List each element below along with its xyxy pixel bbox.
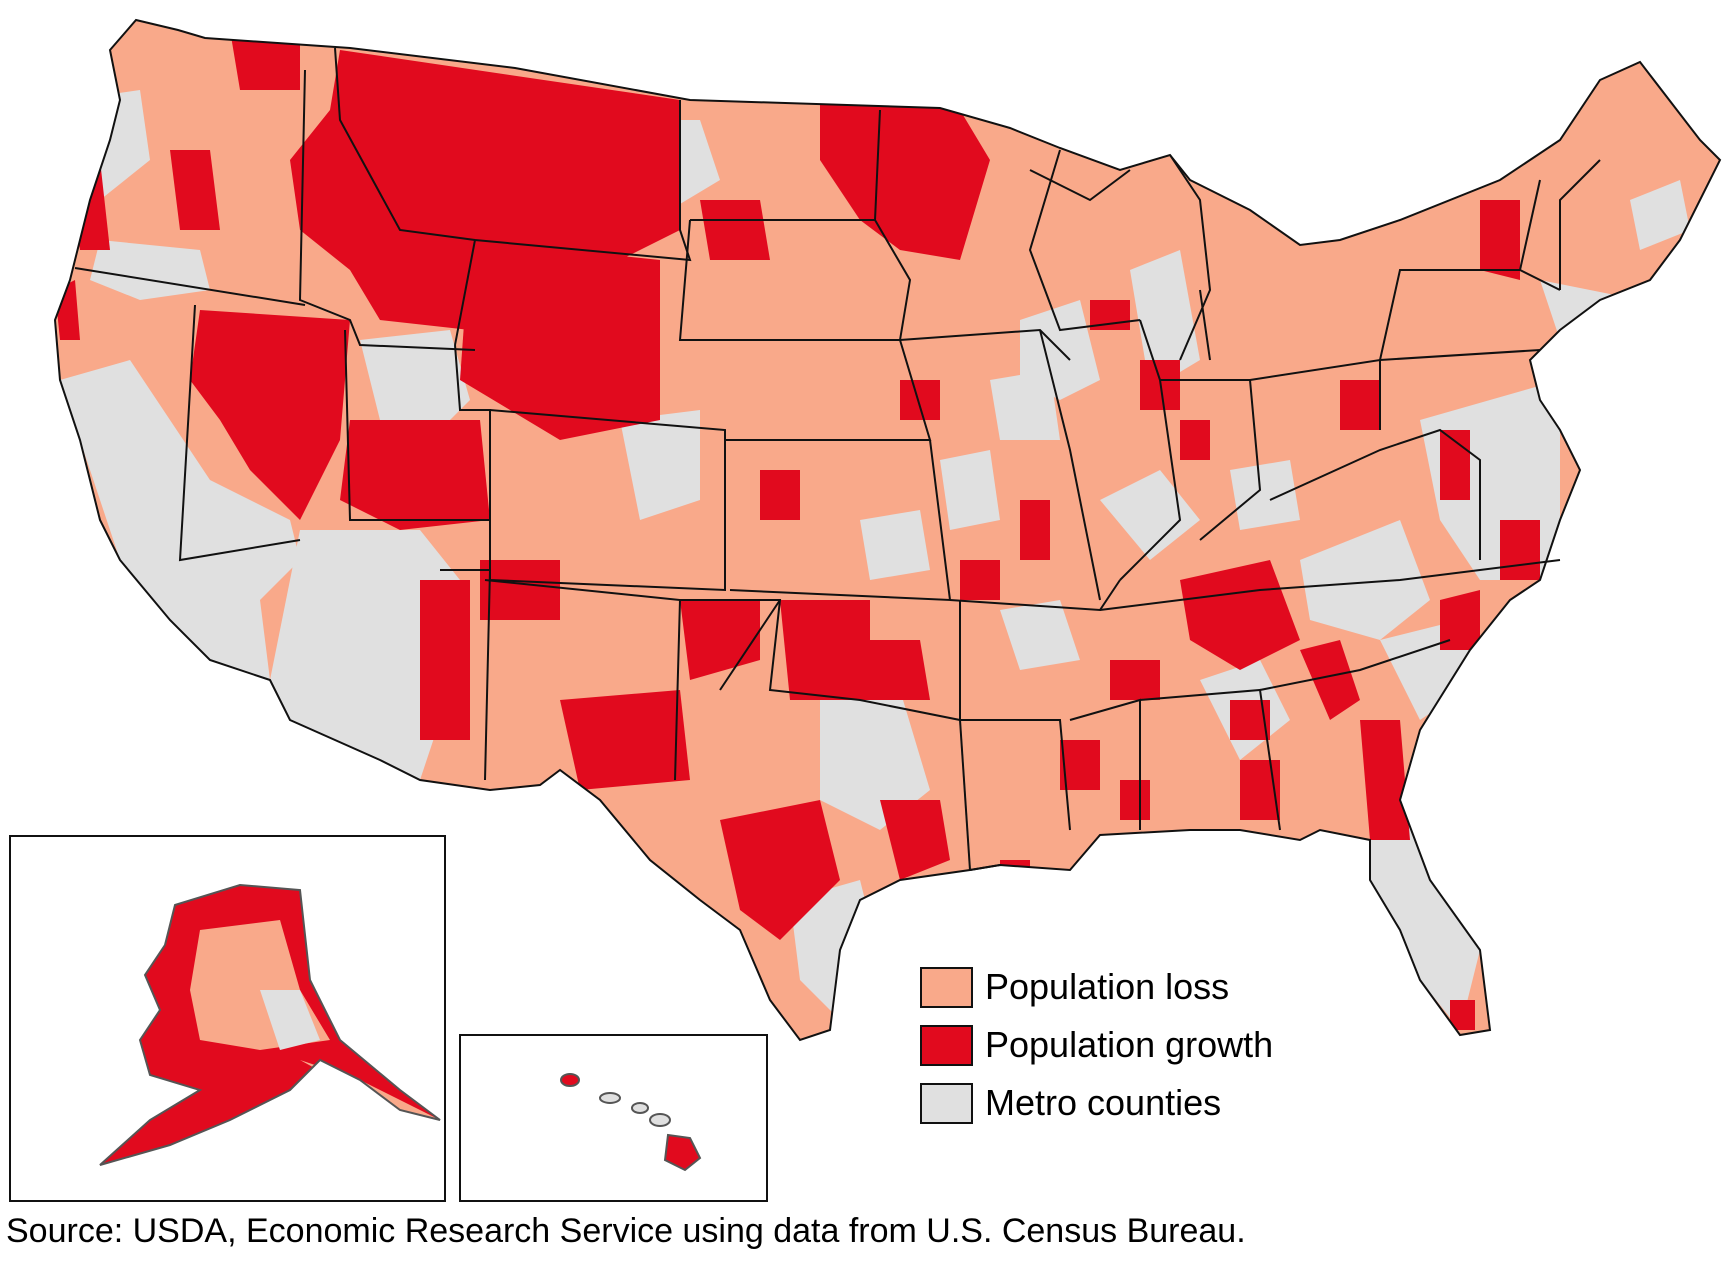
legend-label-growth: Population growth	[985, 1024, 1274, 1065]
source-note: Source: USDA, Economic Research Service …	[6, 1212, 1246, 1250]
legend-label-loss: Population loss	[985, 966, 1230, 1007]
legend-item-growth: Population growth	[920, 1016, 1273, 1074]
legend-item-metro: Metro counties	[920, 1074, 1273, 1132]
legend-swatch-metro	[920, 1082, 973, 1124]
legend-label-metro: Metro counties	[985, 1082, 1222, 1123]
map-legend: Population loss Population growth Metro …	[920, 958, 1273, 1132]
legend-item-loss: Population loss	[920, 958, 1273, 1016]
legend-swatch-loss	[920, 966, 973, 1008]
legend-swatch-growth	[920, 1024, 973, 1066]
